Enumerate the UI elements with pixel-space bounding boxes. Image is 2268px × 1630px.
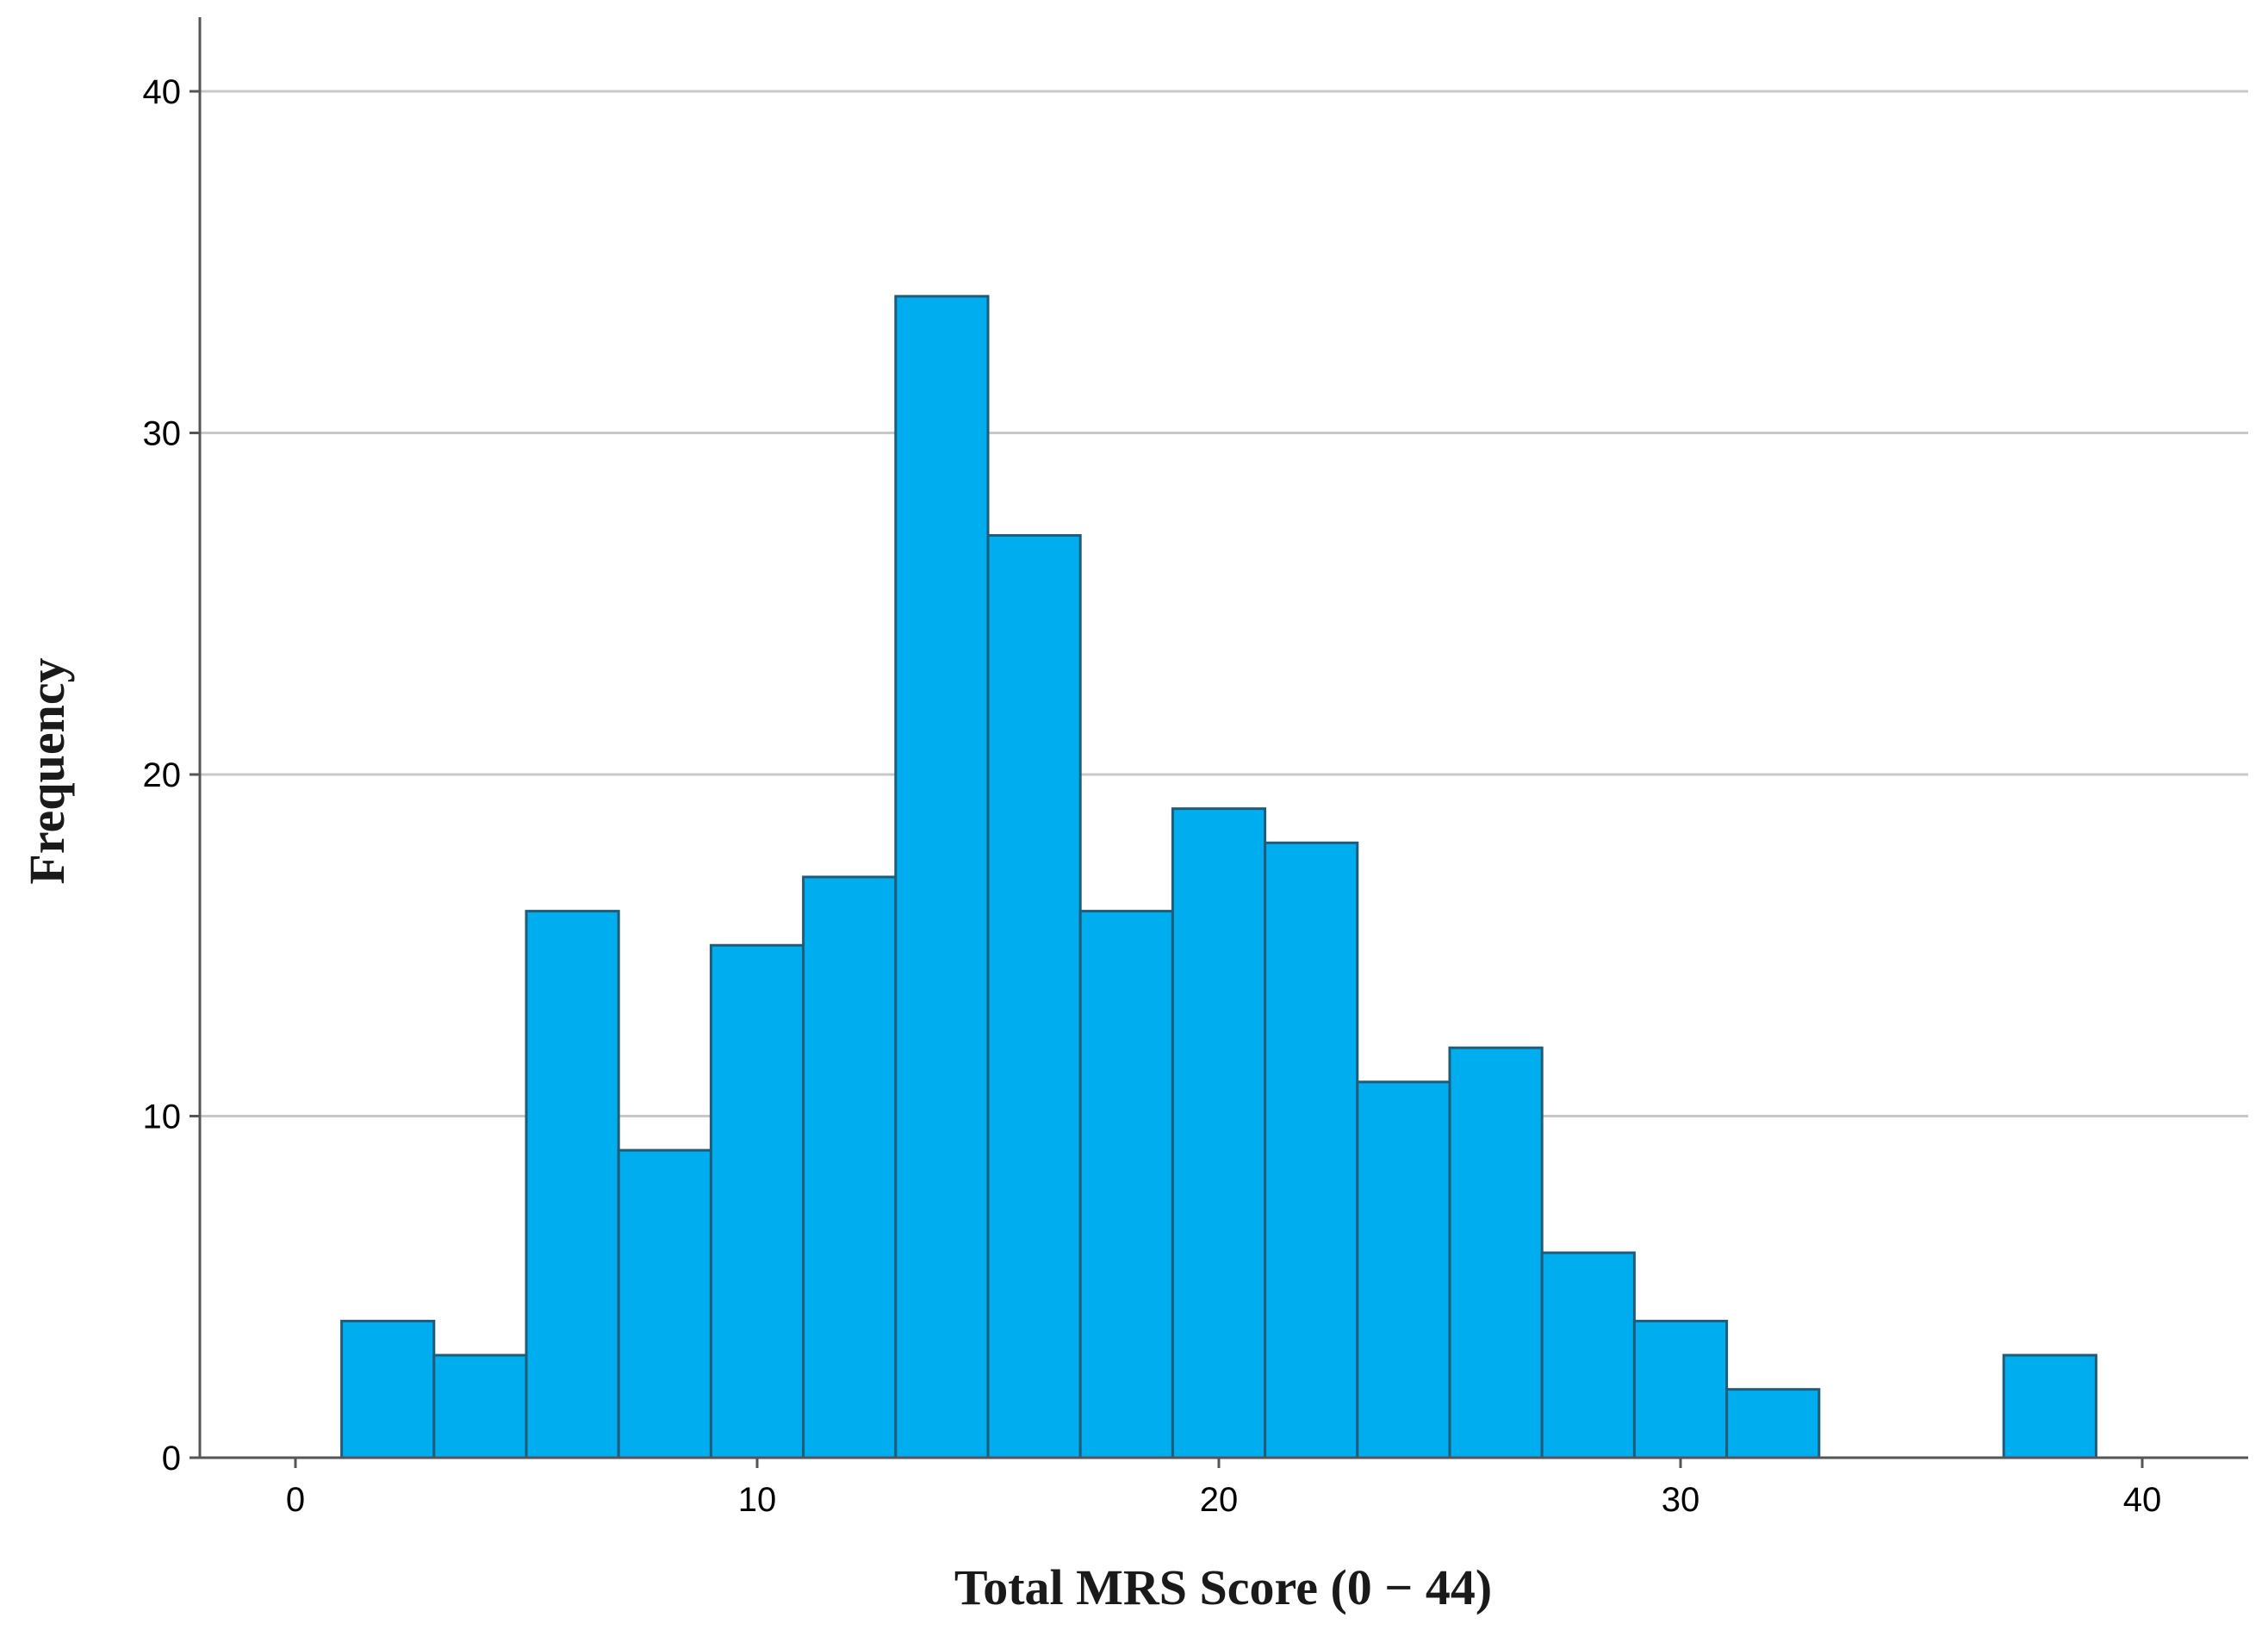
- bar-15-17: [986, 533, 1082, 1459]
- bar-21-23: [1264, 841, 1359, 1459]
- bar-29-31: [1632, 1319, 1729, 1459]
- bar-31-33: [1725, 1388, 1821, 1459]
- y-axis-title: Frequency: [19, 657, 75, 884]
- x-tick-label-30: 30: [1662, 1481, 1700, 1519]
- y-tick-label-40: 40: [143, 73, 182, 111]
- bar-25-27: [1448, 1046, 1544, 1459]
- x-axis-title: Total MRS Score (0 − 44): [954, 1559, 1492, 1615]
- bar-13-15: [894, 295, 990, 1459]
- bar-37-39: [2002, 1353, 2097, 1459]
- bar-7-9: [617, 1148, 712, 1459]
- bar-3-5: [432, 1353, 528, 1459]
- bar-23-25: [1356, 1080, 1451, 1459]
- bar-9-11: [709, 943, 805, 1459]
- x-axis-ticks: 0 10 20 30 40: [286, 1458, 2161, 1519]
- y-tick-label-0: 0: [162, 1440, 181, 1478]
- y-tick-label-30: 30: [143, 415, 182, 453]
- bar-19-21: [1171, 807, 1267, 1459]
- y-axis-ticks: 0 10 20 30 40: [143, 73, 200, 1478]
- bars: [340, 295, 2097, 1459]
- y-tick-label-10: 10: [143, 1098, 182, 1136]
- bar-1-3: [340, 1319, 436, 1459]
- bar-17-19: [1078, 910, 1174, 1459]
- axes: [198, 17, 2248, 1459]
- x-tick-label-0: 0: [286, 1481, 305, 1519]
- bar-27-29: [1540, 1251, 1636, 1459]
- bar-11-13: [802, 875, 898, 1459]
- x-tick-label-40: 40: [2123, 1481, 2162, 1519]
- bar-5-7: [525, 910, 620, 1459]
- x-tick-label-10: 10: [738, 1481, 777, 1519]
- y-tick-label-20: 20: [143, 756, 182, 794]
- x-tick-label-20: 20: [1200, 1481, 1239, 1519]
